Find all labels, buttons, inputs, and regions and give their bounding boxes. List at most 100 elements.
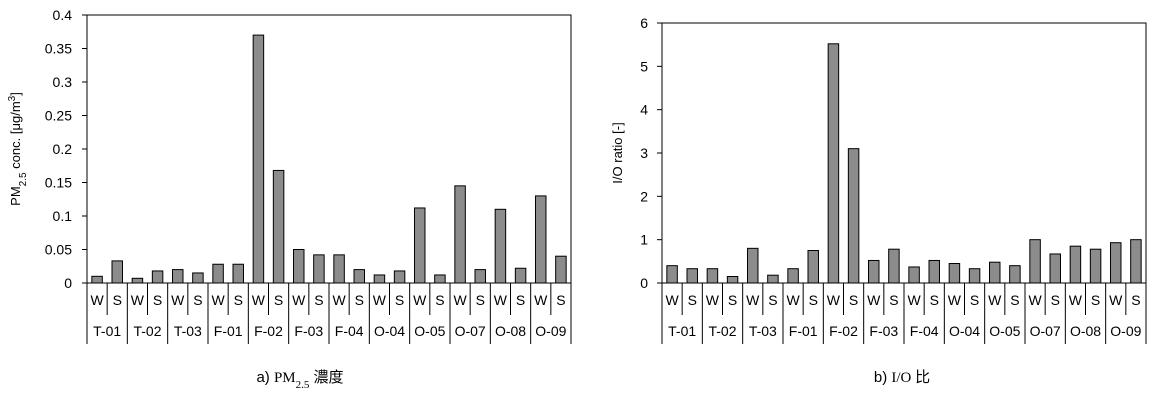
season-label: S [193,292,202,308]
bar [313,254,325,284]
y-tick-label: 4 [640,102,648,118]
season-label: W [131,292,145,308]
season-label: W [252,292,266,308]
season-label: W [1069,292,1083,308]
bar [928,259,940,284]
y-tick-label: 0 [640,275,648,291]
bar [252,34,265,284]
bar [807,250,819,284]
group-label: T-02 [133,323,161,339]
season-label: S [688,292,697,308]
group-label: T-03 [749,323,777,339]
group-label: F-03 [294,323,323,339]
group-label: O-04 [374,323,405,339]
plot-area [661,22,1147,284]
caption-prefix: a) [256,369,274,386]
group-label: O-08 [495,323,526,339]
season-label: W [171,292,185,308]
bar [514,267,527,284]
bar [686,268,698,284]
bar [948,263,961,284]
group-label: O-04 [949,323,980,339]
y-axis-title-end: ] [8,92,23,96]
season-label: W [332,292,346,308]
bar [474,269,486,284]
group-label: F-02 [829,323,858,339]
caption-main: PM [274,370,296,386]
season-label: W [827,292,841,308]
y-tick-label: 0.2 [53,141,73,157]
caption-sub: 2.5 [296,379,310,391]
y-axis-title-main: I/O ratio [-] [610,122,625,183]
group-label: O-07 [455,323,486,339]
bar [172,269,184,284]
bar [494,208,507,284]
bar [192,272,204,284]
bar [726,276,739,284]
chart-caption: a) PM2.5 濃度 [256,369,343,391]
season-label: S [970,292,979,308]
season-label: S [809,292,818,308]
bar [868,259,880,284]
bar [454,185,466,284]
bar [747,247,759,284]
bar [767,274,779,284]
season-label: S [113,292,122,308]
bar [968,268,981,284]
caption-main: I/O 比 [891,369,930,386]
season-label: S [314,292,323,308]
group-label: O-09 [535,323,566,339]
season-label: W [665,292,679,308]
y-axis-title: PM2.5 conc. [μg/m3] [7,92,29,206]
season-label: S [355,292,364,308]
group-label: F-04 [335,323,364,339]
season-label: W [948,292,962,308]
group-label: O-09 [1110,323,1141,339]
group-label: O-08 [1070,323,1101,339]
bar [414,207,426,284]
bar [91,275,103,284]
group-label: T-01 [668,323,696,339]
y-tick-label: 0.25 [45,108,72,124]
season-label: S [274,292,283,308]
group-label: F-01 [214,323,243,339]
bar [908,266,920,284]
y-axis-title-main: PM [8,186,23,206]
season-label: S [556,292,565,308]
season-label: S [234,292,243,308]
season-label: W [453,292,467,308]
bar [847,148,860,284]
season-label: S [930,292,939,308]
season-label: S [849,292,858,308]
y-tick-label: 0.15 [45,175,72,191]
y-tick-label: 0.4 [53,7,73,23]
bar [232,263,244,284]
y-tick-label: 0.05 [45,242,72,258]
y-tick-label: 2 [640,188,648,204]
bar [333,254,345,284]
bar [373,274,386,284]
bar [1110,242,1122,284]
season-label: W [1028,292,1042,308]
bar [1130,239,1142,284]
season-label: S [1010,292,1019,308]
season-label: W [90,292,104,308]
season-label: W [211,292,225,308]
season-label: W [988,292,1002,308]
y-tick-label: 0.35 [45,41,72,57]
group-label: F-03 [869,323,898,339]
group-label: O-05 [989,323,1020,339]
caption-suffix: 濃度 [309,369,343,386]
group-label: F-04 [910,323,939,339]
season-label: S [768,292,777,308]
y-axis-title-sup: 3 [7,95,18,101]
season-label: S [476,292,485,308]
season-label: W [706,292,720,308]
bar [151,270,164,284]
y-tick-label: 0 [64,275,72,291]
group-label: T-03 [174,323,202,339]
group-label: F-01 [789,323,818,339]
bar [1069,245,1082,284]
season-label: W [1109,292,1123,308]
